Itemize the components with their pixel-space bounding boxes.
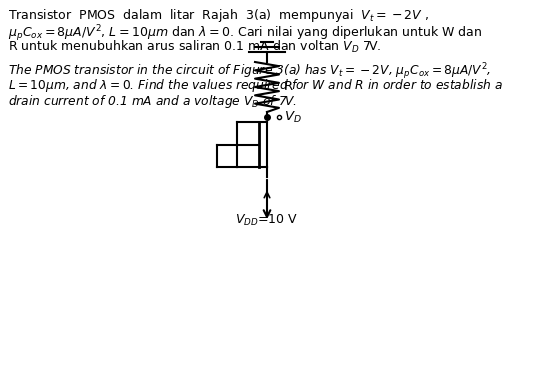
Text: The PMOS transistor in the circuit of Figure 3(a) has $V_t = -2V$, $\mu_p C_{ox}: The PMOS transistor in the circuit of Fi…: [8, 61, 491, 82]
Text: $V_D$: $V_D$: [284, 110, 302, 125]
Text: $V_{DD}$=10 V: $V_{DD}$=10 V: [235, 213, 299, 228]
Text: Transistor  PMOS  dalam  litar  Rajah  3(a)  mempunyai  $V_t = -2V$ ,: Transistor PMOS dalam litar Rajah 3(a) m…: [8, 7, 429, 24]
Text: $L = 10\mu m$, and $\lambda = 0$. Find the values required for W and R in order : $L = 10\mu m$, and $\lambda = 0$. Find t…: [8, 77, 503, 94]
Text: R untuk menubuhkan arus saliran 0.1 mA dan voltan $V_D$ 7V.: R untuk menubuhkan arus saliran 0.1 mA d…: [8, 39, 381, 55]
Text: $\mu_p C_{ox} = 8\mu A/V^2$, $L = 10\mu m$ dan $\lambda = 0$. Cari nilai yang di: $\mu_p C_{ox} = 8\mu A/V^2$, $L = 10\mu …: [8, 23, 482, 44]
Text: R: R: [284, 81, 293, 94]
Text: drain current of 0.1 mA and a voltage $V_D$ of 7V.: drain current of 0.1 mA and a voltage $V…: [8, 93, 297, 110]
